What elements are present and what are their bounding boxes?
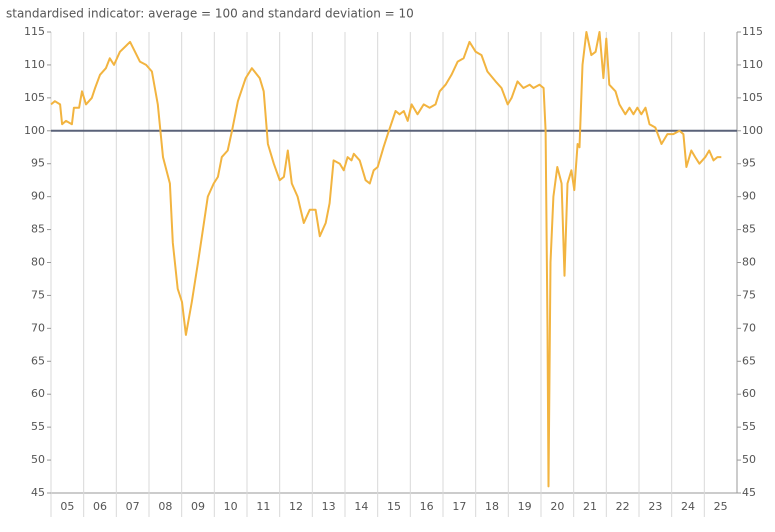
- y2-tick-label: 90: [742, 190, 756, 203]
- x-tick-label: 19: [518, 500, 532, 513]
- x-tick-label: 18: [485, 500, 499, 513]
- y-tick-label: 110: [24, 58, 45, 71]
- x-tick-label: 12: [289, 500, 303, 513]
- x-tick-label: 25: [714, 500, 728, 513]
- x-tick-label: 20: [550, 500, 564, 513]
- y-tick-label: 45: [31, 486, 45, 499]
- y-tick-label: 55: [31, 420, 45, 433]
- y-tick-label: 70: [31, 321, 45, 334]
- y2-tick-label: 115: [742, 25, 763, 38]
- x-tick-label: 10: [224, 500, 238, 513]
- x-tick-label: 05: [60, 500, 74, 513]
- y2-tick-label: 105: [742, 91, 763, 104]
- x-tick-label: 14: [354, 500, 368, 513]
- x-tick-label: 23: [648, 500, 662, 513]
- y2-tick-label: 80: [742, 256, 756, 269]
- y2-tick-label: 85: [742, 223, 756, 236]
- x-tick-label: 07: [126, 500, 140, 513]
- y2-tick-label: 75: [742, 288, 756, 301]
- x-tick-label: 09: [191, 500, 205, 513]
- x-tick-label: 24: [681, 500, 695, 513]
- x-tick-label: 15: [387, 500, 401, 513]
- y-tick-label: 60: [31, 387, 45, 400]
- x-tick-label: 21: [583, 500, 597, 513]
- x-tick-label: 13: [322, 500, 336, 513]
- y2-tick-label: 95: [742, 157, 756, 170]
- x-tick-label: 22: [616, 500, 630, 513]
- y-tick-label: 100: [24, 124, 45, 137]
- y2-tick-label: 45: [742, 486, 756, 499]
- y2-tick-label: 100: [742, 124, 763, 137]
- x-tick-label: 06: [93, 500, 107, 513]
- y-tick-label: 105: [24, 91, 45, 104]
- chart-title: standardised indicator: average = 100 an…: [6, 7, 414, 21]
- y-tick-label: 115: [24, 25, 45, 38]
- y-tick-label: 95: [31, 157, 45, 170]
- line-series: [50, 31, 722, 488]
- y2-tick-label: 60: [742, 387, 756, 400]
- x-tick-label: 17: [452, 500, 466, 513]
- y-tick-label: 90: [31, 190, 45, 203]
- x-tick-label: 11: [256, 500, 270, 513]
- x-tick-label: 16: [420, 500, 434, 513]
- y2-tick-label: 70: [742, 321, 756, 334]
- y-tick-label: 80: [31, 256, 45, 269]
- x-tick-label: 08: [158, 500, 172, 513]
- y2-tick-label: 55: [742, 420, 756, 433]
- y-tick-label: 50: [31, 453, 45, 466]
- y2-tick-label: 50: [742, 453, 756, 466]
- y-tick-label: 85: [31, 223, 45, 236]
- y-tick-label: 75: [31, 288, 45, 301]
- y-tick-label: 65: [31, 354, 45, 367]
- y2-tick-label: 110: [742, 58, 763, 71]
- y2-tick-label: 65: [742, 354, 756, 367]
